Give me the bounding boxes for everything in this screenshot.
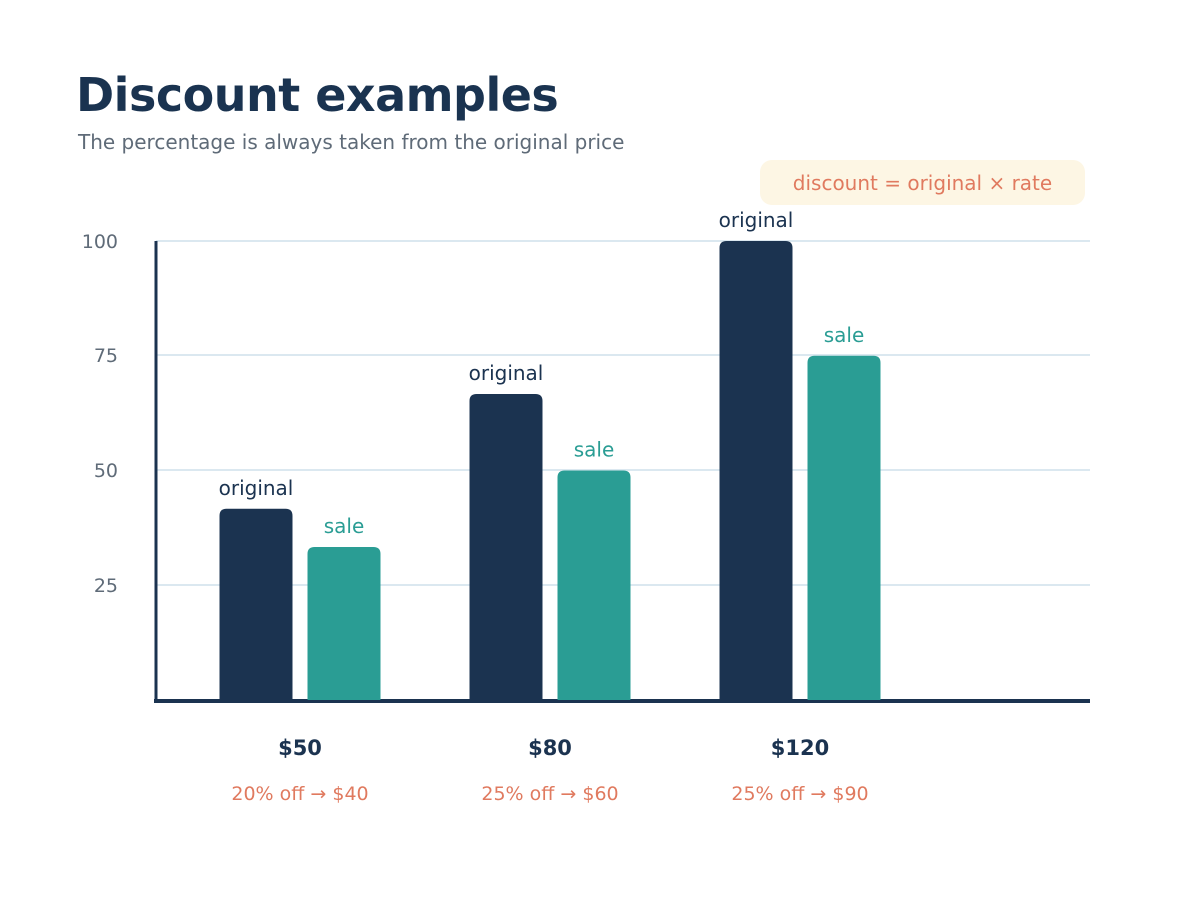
bar-label-original: original (719, 208, 794, 232)
bar-original (719, 241, 793, 700)
page-subtitle: The percentage is always taken from the … (78, 130, 625, 154)
y-tick-label: 75 (94, 345, 118, 367)
bar-sale (557, 470, 631, 700)
x-category-label: $120 (771, 736, 829, 760)
y-tick-label: 50 (94, 460, 118, 482)
page-title: Discount examples (76, 68, 559, 122)
bar-label-original: original (469, 361, 544, 385)
bar-original (219, 508, 293, 700)
bar-label-sale: sale (574, 438, 615, 462)
bar-sale (307, 547, 381, 700)
bar-label-sale: sale (324, 514, 365, 538)
bar-sale (807, 355, 881, 700)
x-category-note: 25% off → $60 (481, 783, 618, 805)
bar-label-original: original (219, 476, 294, 500)
x-category-label: $80 (528, 736, 572, 760)
x-category-note: 20% off → $40 (231, 783, 368, 805)
bar-label-sale: sale (824, 323, 865, 347)
bar-original (469, 394, 543, 700)
y-tick-label: 100 (82, 231, 118, 253)
x-category-note: 25% off → $90 (731, 783, 868, 805)
y-tick-label: 25 (94, 575, 118, 597)
x-category-label: $50 (278, 736, 322, 760)
formula-badge: discount = original × rate (760, 160, 1085, 205)
